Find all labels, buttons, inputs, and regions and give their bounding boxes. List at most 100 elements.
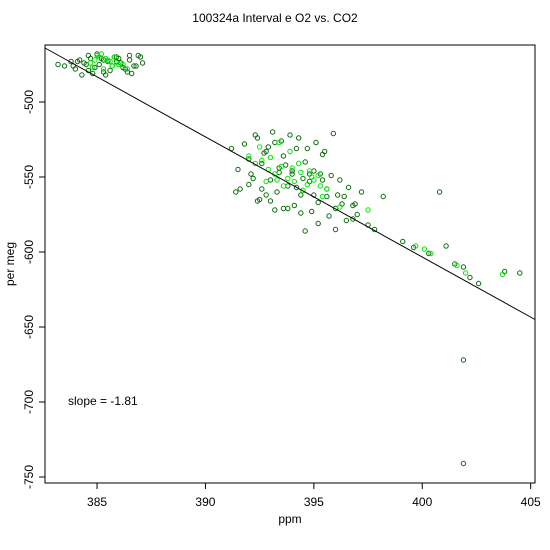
data-point <box>139 60 146 66</box>
data-point <box>267 154 274 161</box>
data-point <box>126 57 133 63</box>
data-point <box>87 60 94 66</box>
data-point <box>436 189 443 195</box>
data-point <box>341 193 347 200</box>
data-point <box>113 60 120 66</box>
data-point <box>308 208 315 215</box>
data-point <box>259 186 265 192</box>
data-point <box>246 181 252 188</box>
x-tick-label: 390 <box>195 495 215 509</box>
data-point <box>454 262 460 269</box>
data-point <box>291 202 298 209</box>
data-point <box>137 54 144 60</box>
data-point <box>324 186 330 192</box>
data-point <box>315 220 321 227</box>
y-tick-label: -650 <box>22 315 36 339</box>
data-point <box>280 205 287 212</box>
data-point <box>467 274 473 281</box>
data-point <box>124 66 131 72</box>
y-tick-label: -600 <box>22 240 36 264</box>
x-tick-label: 395 <box>304 495 324 509</box>
data-point <box>298 192 304 198</box>
data-point <box>267 177 274 183</box>
data-point <box>499 271 506 278</box>
data-point <box>443 243 449 249</box>
data-point <box>319 193 326 200</box>
data-point <box>89 64 96 71</box>
data-point <box>274 177 280 183</box>
data-point <box>350 216 356 222</box>
data-point <box>92 57 98 63</box>
x-tick-label: 400 <box>412 495 432 509</box>
data-point <box>241 141 248 147</box>
data-point <box>413 243 419 249</box>
data-point <box>74 58 81 65</box>
data-point <box>380 193 386 200</box>
data-point <box>285 183 291 189</box>
data-point <box>300 187 306 194</box>
data-point <box>272 139 278 146</box>
data-point <box>105 57 111 63</box>
data-point <box>103 72 109 78</box>
y-axis-label: per meg <box>3 242 17 286</box>
data-point <box>291 178 298 185</box>
data-point <box>460 357 467 363</box>
data-point <box>233 189 239 195</box>
data-point <box>252 132 259 138</box>
data-point <box>306 168 313 174</box>
data-point <box>326 213 332 219</box>
data-point <box>263 178 269 185</box>
data-point <box>237 186 243 192</box>
data-point <box>272 207 278 213</box>
data-point <box>302 159 308 165</box>
y-axis: -500 -550 -600 -650 -700 -750 <box>22 90 45 489</box>
data-point <box>462 270 469 276</box>
data-point <box>92 64 98 71</box>
data-point <box>254 198 261 204</box>
data-point <box>460 460 467 467</box>
data-point <box>263 192 269 198</box>
y-tick-label: -700 <box>22 390 36 414</box>
data-point <box>315 172 321 179</box>
data-point <box>304 181 311 188</box>
data-point <box>289 168 295 174</box>
data-point <box>315 199 321 206</box>
data-point <box>337 177 343 183</box>
data-point <box>129 70 135 77</box>
data-point <box>280 183 287 189</box>
data-point <box>308 174 315 180</box>
data-point <box>426 250 432 257</box>
data-point <box>267 198 274 204</box>
data-point <box>259 160 265 167</box>
data-point <box>343 217 350 224</box>
data-point <box>337 204 343 210</box>
data-point <box>235 166 241 173</box>
data-point <box>428 250 434 257</box>
slope-annotation: slope = -1.81 <box>68 394 138 408</box>
data-point <box>282 162 289 168</box>
data-point <box>345 184 352 191</box>
data-point <box>285 205 291 212</box>
data-point <box>321 148 328 155</box>
x-tick-label: 385 <box>87 495 107 509</box>
data-point <box>300 175 306 182</box>
data-point <box>298 169 304 176</box>
data-point <box>324 193 330 200</box>
data-point <box>328 172 334 179</box>
x-axis: 385 390 395 400 405 <box>87 483 541 509</box>
data-point <box>111 54 118 60</box>
x-axis-label: ppm <box>278 512 301 526</box>
y-tick-label: -550 <box>22 165 36 189</box>
chart-title: 100324a Interval e O2 vs. CO2 <box>192 11 358 25</box>
data-point <box>352 201 358 207</box>
data-point <box>354 211 360 218</box>
data-point <box>61 63 68 69</box>
data-point <box>131 63 137 69</box>
data-point <box>126 52 133 59</box>
data-point <box>289 165 295 171</box>
data-point <box>358 189 365 195</box>
y-tick-label: -750 <box>22 465 36 489</box>
data-point <box>79 72 85 78</box>
data-point <box>330 130 337 137</box>
data-point <box>228 145 235 152</box>
